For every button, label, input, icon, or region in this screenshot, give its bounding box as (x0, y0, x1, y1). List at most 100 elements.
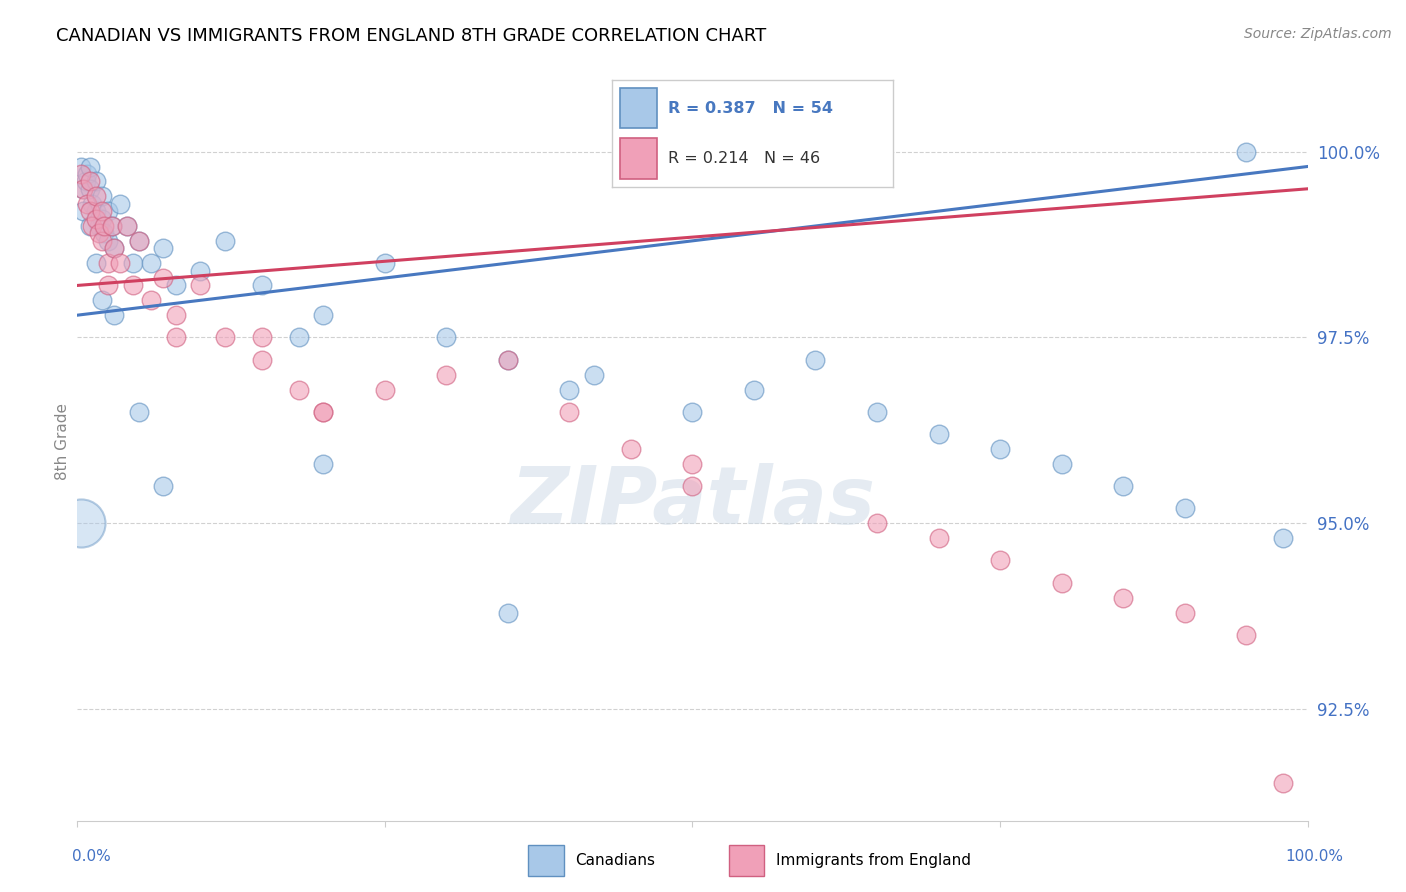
Point (79, 182, 101, 196)
Point (1234, 628, 1257, 642)
Point (188, 278, 212, 293)
Point (928, 531, 950, 545)
Point (79, 174, 101, 188)
Point (89, 219, 111, 233)
Point (558, 405, 581, 419)
Point (101, 219, 124, 233)
Point (101, 219, 124, 233)
Point (496, 606, 519, 620)
Point (103, 241, 125, 255)
Point (312, 405, 335, 419)
Point (742, 383, 765, 397)
Point (93, 219, 115, 233)
Point (288, 330, 311, 344)
Text: 100.0%: 100.0% (1285, 849, 1344, 863)
Point (115, 219, 138, 233)
Point (250, 278, 273, 293)
Point (84, 189, 107, 203)
Point (436, 330, 458, 344)
Point (121, 278, 143, 293)
Y-axis label: 8th Grade: 8th Grade (55, 403, 70, 480)
Point (988, 553, 1011, 567)
Point (90, 293, 114, 308)
Point (496, 352, 519, 367)
Point (250, 330, 273, 344)
Point (79, 160, 101, 174)
Point (93, 227, 115, 241)
Point (804, 352, 827, 367)
Point (436, 368, 458, 382)
Point (97, 234, 120, 248)
Point (90, 204, 114, 219)
Point (103, 241, 125, 255)
Point (97, 204, 120, 219)
Point (1050, 575, 1073, 590)
Point (79, 204, 101, 219)
Point (312, 405, 335, 419)
Point (82, 219, 104, 233)
Point (1112, 479, 1135, 493)
Text: Canadians: Canadians (575, 854, 655, 868)
Point (988, 442, 1011, 456)
Point (165, 330, 187, 344)
Point (214, 330, 236, 344)
Bar (529, 846, 564, 876)
Point (103, 308, 125, 322)
Point (84, 174, 107, 188)
Point (928, 427, 950, 442)
Point (1234, 145, 1257, 159)
Point (90, 211, 114, 226)
Text: R = 0.387   N = 54: R = 0.387 N = 54 (668, 101, 832, 116)
Point (866, 516, 889, 531)
Point (312, 308, 335, 322)
Point (82, 196, 104, 211)
Point (84, 211, 107, 226)
Point (79, 219, 101, 233)
Point (312, 457, 335, 471)
Bar (620, 138, 657, 178)
Point (374, 383, 396, 397)
Point (682, 405, 704, 419)
Point (682, 479, 704, 493)
Point (188, 263, 212, 277)
Point (496, 352, 519, 367)
Point (128, 405, 150, 419)
Point (374, 256, 396, 270)
Point (76, 196, 98, 211)
Point (90, 189, 114, 203)
Point (97, 256, 120, 270)
Point (97, 278, 120, 293)
Point (121, 256, 143, 270)
Text: Source: ZipAtlas.com: Source: ZipAtlas.com (1244, 27, 1392, 41)
Point (70, 516, 93, 531)
Point (115, 219, 138, 233)
Point (288, 383, 311, 397)
Text: 0.0%: 0.0% (72, 849, 111, 863)
Point (110, 196, 132, 211)
Point (141, 256, 163, 270)
Text: ZIPatlas: ZIPatlas (510, 463, 875, 541)
Bar (728, 846, 765, 876)
Point (72, 182, 94, 196)
Point (214, 234, 236, 248)
Text: Immigrants from England: Immigrants from England (776, 854, 972, 868)
Point (250, 352, 273, 367)
Point (165, 308, 187, 322)
Point (1050, 457, 1073, 471)
Point (70, 167, 93, 181)
Point (1174, 501, 1197, 516)
Point (84, 204, 107, 219)
Point (1272, 531, 1295, 545)
Point (866, 405, 889, 419)
Point (1272, 776, 1295, 790)
Point (1112, 591, 1135, 605)
Text: R = 0.214   N = 46: R = 0.214 N = 46 (668, 151, 820, 166)
Bar (620, 87, 657, 128)
Point (90, 234, 114, 248)
Point (152, 271, 174, 285)
Point (89, 227, 111, 241)
Point (128, 234, 150, 248)
Point (1174, 606, 1197, 620)
Point (110, 256, 132, 270)
Point (682, 457, 704, 471)
